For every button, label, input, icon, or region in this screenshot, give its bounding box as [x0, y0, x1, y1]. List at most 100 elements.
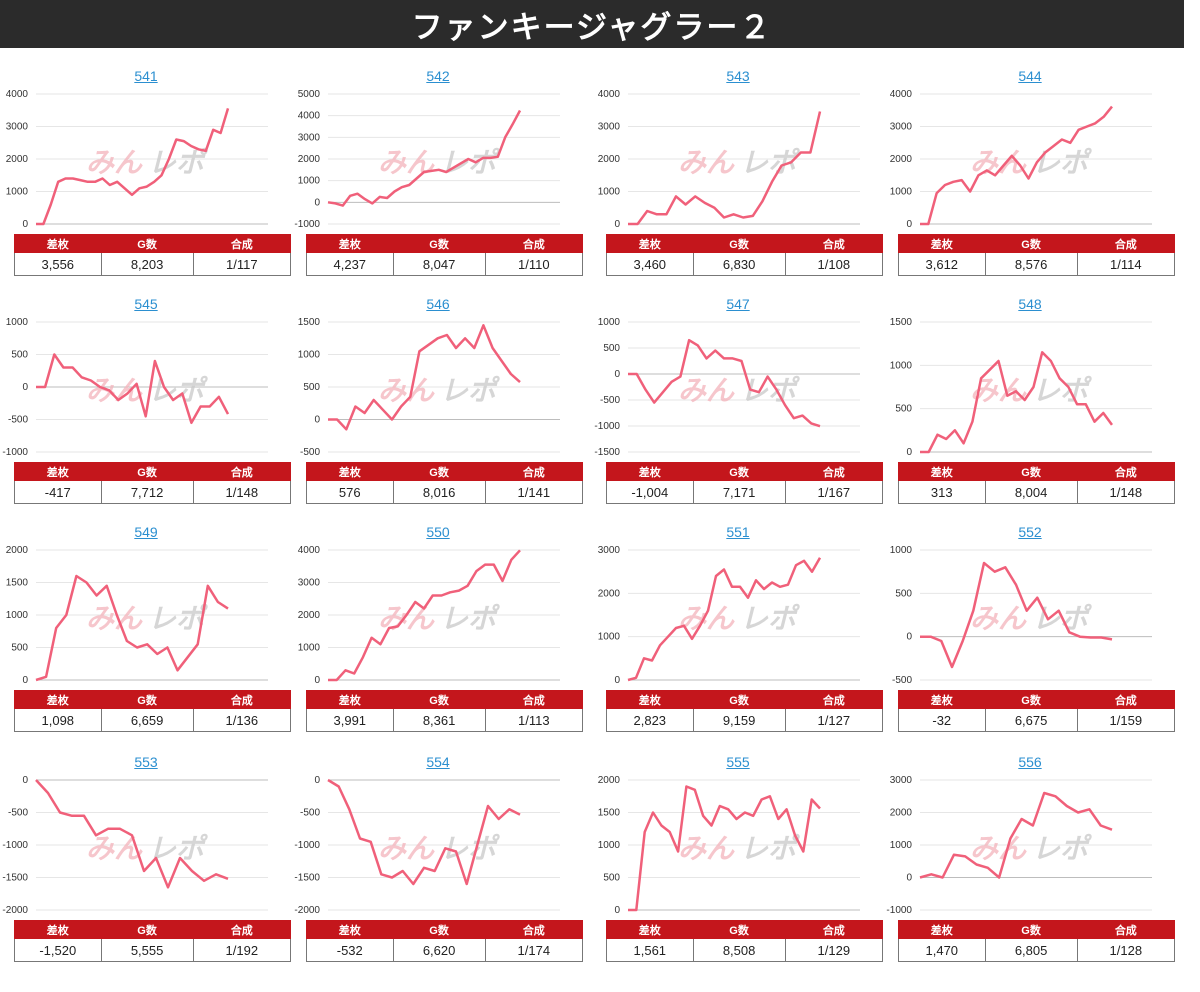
payout-line	[327, 109, 522, 207]
payout-line	[628, 785, 821, 912]
machine-number-link[interactable]: 553	[134, 754, 158, 770]
line-chart: 0 1000 2000 3000 4000 みん レポ	[598, 89, 860, 230]
payout-line	[327, 778, 521, 886]
machine-number-link[interactable]: 555	[726, 754, 750, 770]
payout-line	[328, 549, 521, 682]
stats-ratio: 1/159	[1076, 708, 1176, 732]
machine-number-link[interactable]: 545	[134, 296, 158, 312]
y-tick-label: -500	[300, 808, 320, 819]
y-tick-label: 0	[314, 197, 320, 208]
line-chart: -1000 -500 0 500 1000 みん レポ	[2, 317, 268, 458]
stats-header: 差枚	[898, 234, 986, 253]
machine-number-link[interactable]: 552	[1018, 524, 1042, 540]
payout-line	[920, 105, 1113, 226]
stats-header: 合成	[784, 234, 884, 253]
svg-text:みん: みん	[970, 602, 1027, 635]
y-tick-label: 0	[314, 675, 320, 686]
machine-number-link[interactable]: 547	[726, 296, 750, 312]
stats-diff: 1,470	[898, 938, 986, 962]
y-tick-label: 0	[614, 369, 620, 380]
stats-games: 6,659	[100, 708, 194, 732]
stats-header: 差枚	[898, 920, 986, 939]
y-tick-label: 1500	[598, 808, 621, 819]
svg-text:みん: みん	[970, 832, 1027, 865]
watermark-logo: みん レポ	[378, 602, 500, 635]
machine-chart-547: 547 -1500 -1000 -500 0 500 1000 みん レポ 差枚 G数 合成 -1,00…	[592, 296, 884, 534]
y-tick-label: 0	[314, 775, 320, 786]
watermark-logo: みん レポ	[86, 374, 208, 407]
stats-games: 5,555	[100, 938, 194, 962]
machine-number-link[interactable]: 541	[134, 68, 158, 84]
stats-table: 差枚 G数 合成 1,098 6,659 1/136	[14, 690, 292, 732]
payout-line	[627, 557, 822, 682]
machine-number-link[interactable]: 546	[426, 296, 450, 312]
payout-line	[36, 108, 230, 226]
y-tick-label: 1500	[6, 578, 29, 589]
stats-ratio: 1/128	[1076, 938, 1176, 962]
y-tick-label: -500	[300, 447, 320, 458]
stats-diff: -1,004	[606, 480, 694, 504]
y-tick-label: 0	[906, 873, 912, 884]
line-chart: 0 500 1000 1500 2000 みん レポ	[598, 775, 860, 916]
machine-chart-552: 552 -500 0 500 1000 みん レポ 差枚 G数 合成 -32 6,675 1/159	[884, 524, 1176, 762]
stats-diff: 2,823	[606, 708, 694, 732]
stats-header: 合成	[1076, 690, 1176, 709]
stats-ratio: 1/108	[784, 252, 884, 276]
svg-text:みん: みん	[678, 832, 735, 865]
y-tick-label: -1000	[294, 840, 320, 851]
stats-ratio: 1/113	[484, 708, 584, 732]
machine-number-link[interactable]: 554	[426, 754, 450, 770]
machine-number-link[interactable]: 549	[134, 524, 158, 540]
machine-number-link[interactable]: 550	[426, 524, 450, 540]
stats-table: 差枚 G数 合成 -417 7,712 1/148	[14, 462, 292, 504]
stats-header: 合成	[784, 690, 884, 709]
line-chart: -1000 0 1000 2000 3000 みん レポ	[886, 775, 1152, 916]
y-tick-label: 1000	[6, 317, 29, 328]
payout-line	[35, 779, 229, 889]
stats-table: 差枚 G数 合成 -532 6,620 1/174	[306, 920, 584, 962]
stats-games: 7,712	[100, 480, 194, 504]
y-tick-label: 4000	[298, 545, 321, 556]
svg-text:レポ: レポ	[440, 602, 500, 635]
machine-number-link[interactable]: 548	[1018, 296, 1042, 312]
stats-ratio: 1/141	[484, 480, 584, 504]
y-tick-label: -1000	[2, 840, 28, 851]
machine-number-link[interactable]: 543	[726, 68, 750, 84]
stats-ratio: 1/167	[784, 480, 884, 504]
y-tick-label: 0	[614, 219, 620, 230]
stats-table: 差枚 G数 合成 4,237 8,047 1/110	[306, 234, 584, 276]
y-tick-label: 4000	[6, 89, 29, 100]
stats-header: 差枚	[606, 462, 694, 481]
stats-games: 6,675	[984, 708, 1078, 732]
svg-text:レポ: レポ	[740, 832, 800, 865]
machine-number-link[interactable]: 551	[726, 524, 750, 540]
stats-ratio: 1/148	[1076, 480, 1176, 504]
y-tick-label: -1500	[594, 447, 620, 458]
stats-header: G数	[984, 234, 1078, 253]
machine-number-link[interactable]: 556	[1018, 754, 1042, 770]
stats-header: 合成	[192, 234, 292, 253]
stats-games: 6,620	[392, 938, 486, 962]
y-tick-label: -1000	[594, 421, 620, 432]
svg-text:レポ: レポ	[148, 374, 208, 407]
y-tick-label: 2000	[890, 808, 913, 819]
stats-header: G数	[692, 920, 786, 939]
stats-table: 差枚 G数 合成 3,556 8,203 1/117	[14, 234, 292, 276]
watermark-logo: みん レポ	[970, 602, 1092, 635]
stats-header: 合成	[1076, 462, 1176, 481]
stats-games: 7,171	[692, 480, 786, 504]
machine-number-link[interactable]: 542	[426, 68, 450, 84]
line-chart: 0 500 1000 1500 2000 みん レポ	[6, 545, 268, 686]
y-tick-label: 3000	[298, 578, 321, 589]
stats-diff: 576	[306, 480, 394, 504]
machine-chart-555: 555 0 500 1000 1500 2000 みん レポ 差枚 G数 合成 1,561 8,508 1…	[592, 754, 884, 992]
y-tick-label: 1000	[598, 187, 621, 198]
stats-header: G数	[100, 234, 194, 253]
y-tick-label: 0	[614, 905, 620, 916]
machine-number-link[interactable]: 544	[1018, 68, 1042, 84]
y-tick-label: 5000	[298, 89, 321, 100]
stats-header: G数	[392, 920, 486, 939]
y-tick-label: -2000	[2, 905, 28, 916]
svg-text:みん: みん	[86, 832, 143, 865]
y-tick-label: 1000	[298, 350, 321, 361]
